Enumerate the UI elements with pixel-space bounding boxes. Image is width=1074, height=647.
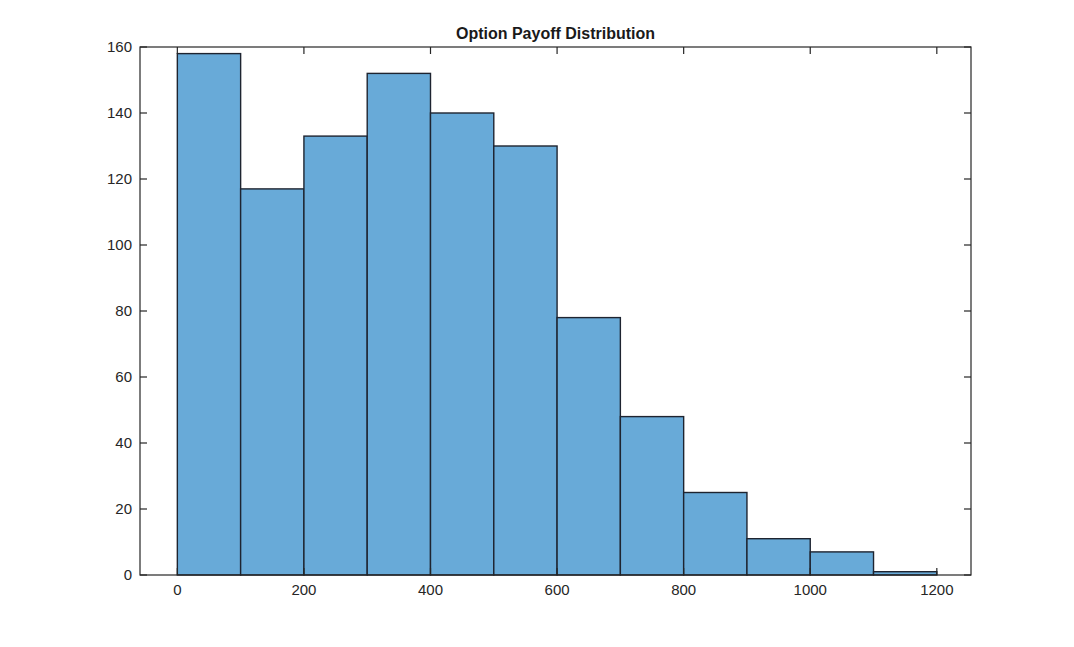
x-axis-tick-label: 1000 <box>794 581 827 598</box>
histogram-bar <box>367 73 430 575</box>
y-axis-tick-label: 140 <box>107 104 132 121</box>
y-axis-tick-label: 20 <box>115 500 132 517</box>
histogram-bar <box>557 318 620 575</box>
histogram-bar <box>810 552 873 575</box>
y-axis-tick-label: 100 <box>107 236 132 253</box>
y-axis-tick-label: 40 <box>115 434 132 451</box>
histogram-bar <box>177 54 240 575</box>
figure-window: 0 200 400 600 800 1000 1200 0 20 40 60 80 100 120 140 1… <box>0 0 1074 647</box>
histogram-bar <box>431 113 494 575</box>
x-axis-tick-label: 200 <box>291 581 316 598</box>
bars-group <box>177 54 936 575</box>
histogram-bar <box>494 146 557 575</box>
x-axis-tick-label: 400 <box>418 581 443 598</box>
x-axis-tick-label: 1200 <box>920 581 953 598</box>
histogram-bar <box>620 417 683 575</box>
y-axis-tick-label: 80 <box>115 302 132 319</box>
chart-title: Option Payoff Distribution <box>456 25 655 42</box>
histogram-bar <box>684 493 747 576</box>
histogram-chart: 0 200 400 600 800 1000 1200 0 20 40 60 80 100 120 140 1… <box>0 0 1074 647</box>
x-axis-tick-label: 600 <box>545 581 570 598</box>
y-axis-tick-label: 60 <box>115 368 132 385</box>
histogram-bar <box>241 189 304 575</box>
x-axis-tick-label: 800 <box>671 581 696 598</box>
histogram-bar <box>304 136 367 575</box>
x-axis-tick-label: 0 <box>173 581 181 598</box>
y-axis-tick-label: 0 <box>124 566 132 583</box>
y-axis-tick-label: 160 <box>107 38 132 55</box>
y-axis-tick-label: 120 <box>107 170 132 187</box>
histogram-bar <box>747 539 810 575</box>
